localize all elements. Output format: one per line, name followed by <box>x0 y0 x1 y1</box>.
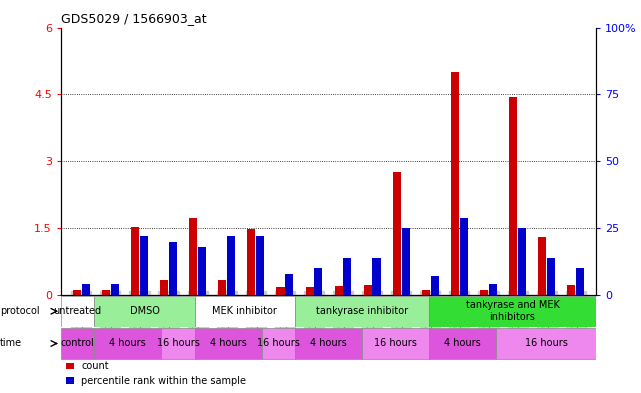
Text: protocol: protocol <box>0 306 40 316</box>
Bar <box>451 72 459 295</box>
Bar <box>295 328 362 359</box>
Bar <box>422 290 430 295</box>
Bar <box>429 328 495 359</box>
Bar <box>61 328 94 359</box>
Bar <box>363 285 372 295</box>
Bar <box>189 219 197 295</box>
Bar <box>335 286 343 295</box>
Legend: count, percentile rank within the sample: count, percentile rank within the sample <box>66 361 246 386</box>
Bar <box>393 173 401 295</box>
Bar <box>495 328 596 359</box>
Text: 4 hours: 4 hours <box>444 338 481 349</box>
Text: DMSO: DMSO <box>129 306 160 316</box>
Bar <box>219 279 226 295</box>
Text: 4 hours: 4 hours <box>310 338 347 349</box>
Bar <box>401 228 410 295</box>
Text: MEK inhibitor: MEK inhibitor <box>212 306 278 316</box>
Bar <box>285 274 294 295</box>
Text: tankyrase inhibitor: tankyrase inhibitor <box>316 306 408 316</box>
Bar <box>276 287 285 295</box>
Text: 16 hours: 16 hours <box>524 338 567 349</box>
Bar <box>567 285 576 295</box>
Bar <box>162 328 195 359</box>
Bar <box>372 258 381 295</box>
Bar <box>73 290 81 295</box>
Bar <box>61 296 94 327</box>
Bar <box>81 285 90 295</box>
Bar <box>344 258 351 295</box>
Text: 16 hours: 16 hours <box>257 338 300 349</box>
Bar <box>460 218 468 295</box>
Bar <box>94 296 195 327</box>
Bar <box>160 279 168 295</box>
Text: 16 hours: 16 hours <box>156 338 199 349</box>
Bar <box>195 296 295 327</box>
Bar <box>131 227 139 295</box>
Bar <box>547 258 555 295</box>
Text: control: control <box>61 338 94 349</box>
Bar <box>102 290 110 295</box>
Bar <box>256 236 264 295</box>
Bar <box>538 237 546 295</box>
Text: untreated: untreated <box>54 306 102 316</box>
Bar <box>262 328 295 359</box>
Bar <box>480 290 488 295</box>
Text: time: time <box>0 338 22 349</box>
Bar <box>295 296 429 327</box>
Bar <box>489 285 497 295</box>
Bar <box>94 328 162 359</box>
Bar <box>314 268 322 295</box>
Text: 4 hours: 4 hours <box>210 338 247 349</box>
Bar <box>247 229 256 295</box>
Bar <box>362 328 429 359</box>
Bar <box>306 287 313 295</box>
Text: 4 hours: 4 hours <box>110 338 146 349</box>
Bar <box>111 285 119 295</box>
Bar <box>169 242 177 295</box>
Text: GDS5029 / 1566903_at: GDS5029 / 1566903_at <box>61 12 206 25</box>
Bar <box>509 97 517 295</box>
Text: tankyrase and MEK
inhibitors: tankyrase and MEK inhibitors <box>465 301 560 322</box>
Bar <box>227 236 235 295</box>
Bar <box>576 268 584 295</box>
Bar <box>140 236 148 295</box>
Bar <box>518 228 526 295</box>
Text: 16 hours: 16 hours <box>374 338 417 349</box>
Bar <box>195 328 262 359</box>
Bar <box>198 247 206 295</box>
Bar <box>429 296 596 327</box>
Bar <box>431 276 438 295</box>
